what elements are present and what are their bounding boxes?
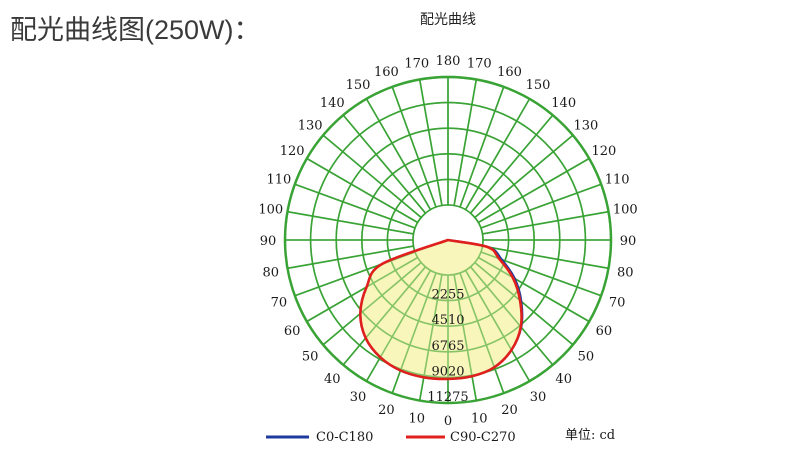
angle-tick-label: 140 [551, 96, 576, 111]
angle-tick-label: 50 [578, 350, 595, 365]
radial-label: 9020 [431, 364, 464, 379]
angle-tick-label: 130 [573, 118, 598, 133]
angle-tick-label: 20 [501, 403, 518, 418]
grid-spoke [477, 256, 590, 323]
grid-spoke [418, 274, 443, 401]
grid-spoke [391, 272, 437, 394]
angle-tick-label: 90 [260, 234, 277, 249]
angle-tick-label: 150 [346, 78, 371, 93]
angle-tick-label: 40 [555, 372, 572, 387]
grid-spoke [342, 114, 427, 214]
curves [358, 238, 524, 381]
legend-label-c0: C0-C180 [316, 430, 373, 445]
grid-spoke [391, 86, 437, 208]
unit-label: 单位: cd [565, 428, 615, 443]
grid-spoke [477, 157, 590, 224]
angle-tick-label: 80 [617, 265, 634, 280]
angle-tick-label: 150 [526, 78, 551, 93]
angle-tick-label: 110 [605, 172, 630, 187]
angle-tick-label: 0 [444, 414, 452, 429]
grid-spoke [322, 134, 422, 219]
grid-spoke [418, 79, 443, 206]
radial-label: 11275 [427, 390, 468, 405]
angle-tick-label: 20 [378, 403, 395, 418]
angle-tick-label: 70 [271, 296, 288, 311]
angle-tick-label: 100 [258, 203, 283, 218]
angle-tick-label: 120 [591, 144, 616, 159]
angle-tick-label: 110 [266, 172, 291, 187]
radial-label: 2255 [431, 288, 464, 303]
angle-tick-label: 40 [324, 372, 341, 387]
angle-tick-label: 60 [284, 324, 301, 339]
grid-spoke [365, 98, 432, 211]
grid-spoke [306, 157, 419, 224]
radial-label: 6765 [431, 339, 464, 354]
angle-tick-label: 30 [530, 390, 547, 405]
grid-spoke [464, 269, 531, 382]
angle-tick-label: 160 [497, 65, 522, 80]
chart-title: 配光曲线 [420, 12, 476, 28]
angle-tick-label: 100 [613, 203, 638, 218]
curve-fill [360, 240, 523, 379]
page-title: 配光曲线图(250W)： [10, 15, 261, 45]
grid-spoke [474, 134, 574, 219]
radial-labels: 2255 4510 6765 9020 11275 [427, 288, 468, 405]
grid-spoke [342, 266, 427, 366]
angle-tick-label: 160 [374, 65, 399, 80]
grid-spoke [482, 245, 609, 270]
grid-spoke [469, 266, 554, 366]
angle-tick-label: 80 [262, 265, 279, 280]
grid-spoke [306, 256, 419, 323]
grid-spoke [482, 210, 609, 235]
angle-tick-label: 50 [302, 350, 319, 365]
angle-tick-label: 130 [298, 118, 323, 133]
angle-tick-label: 10 [471, 411, 488, 426]
grid-spoke [464, 98, 531, 211]
angle-tick-label: 120 [280, 144, 305, 159]
grid-spoke [459, 86, 505, 208]
angle-tick-label: 90 [620, 234, 637, 249]
series-curve-C90-C270 [358, 238, 523, 381]
grid-spoke [365, 269, 432, 382]
grid-spoke [459, 272, 505, 394]
grid-spoke [469, 114, 554, 214]
angle-tick-label: 170 [467, 57, 492, 72]
angle-tick-label: 170 [404, 57, 429, 72]
grid-spoke [474, 261, 574, 346]
angle-tick-labels: 180 1701601501401301201101009080706050403… [258, 54, 637, 429]
curve-fills [283, 75, 613, 405]
angle-tick-label: 140 [320, 96, 345, 111]
legend-label-c90: C90-C270 [450, 430, 516, 445]
grid-spoke [287, 245, 414, 270]
radial-label: 4510 [431, 313, 464, 328]
legend: C0-C180 C90-C270 单位: cd [266, 428, 615, 445]
grid-spoke [294, 183, 416, 229]
grid-spoke [287, 210, 414, 235]
angle-tick-label: 70 [609, 296, 626, 311]
grid-spoke [453, 274, 478, 401]
angle-tick-label: 10 [408, 411, 425, 426]
grid-overlay [283, 75, 613, 405]
angle-tick-label: 180 [436, 54, 461, 69]
grid-spoke [322, 261, 422, 346]
grid-spoke [480, 183, 602, 229]
grid-spoke [453, 79, 478, 206]
angle-tick-label: 60 [596, 324, 613, 339]
angle-tick-label: 30 [350, 390, 367, 405]
